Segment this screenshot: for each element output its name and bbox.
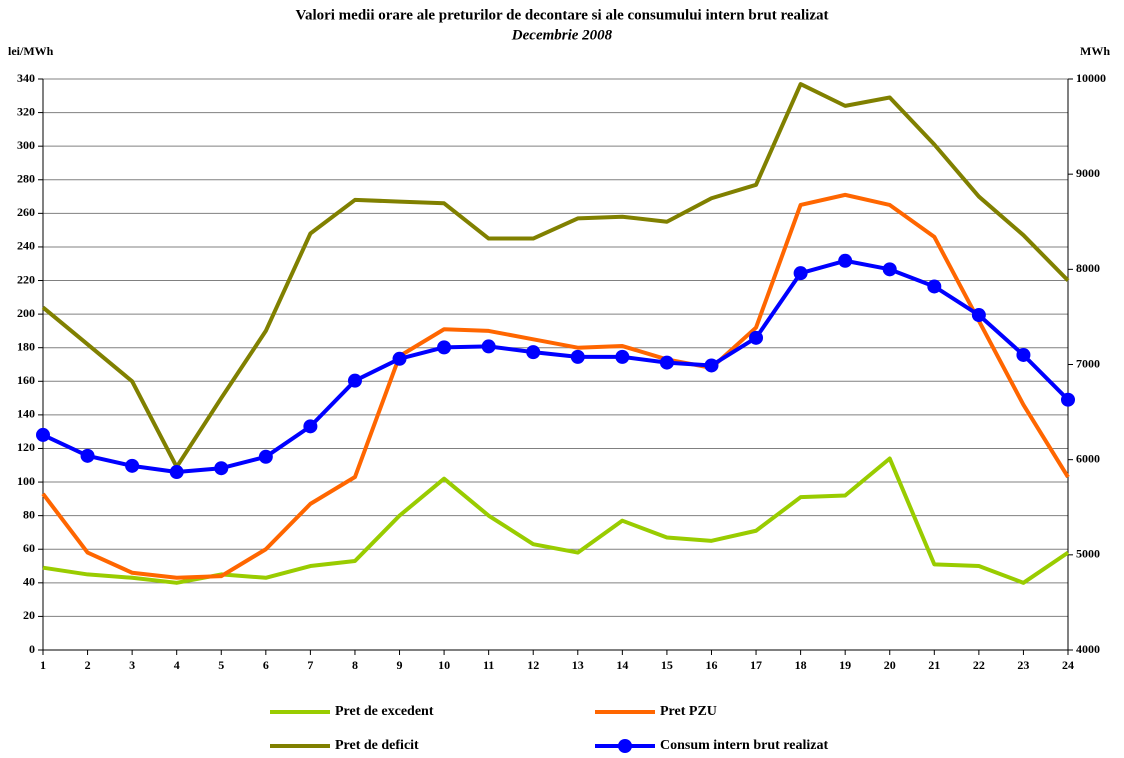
x-tick-label: 1 bbox=[40, 658, 46, 672]
x-tick-label: 13 bbox=[572, 658, 584, 672]
x-tick-label: 8 bbox=[352, 658, 358, 672]
x-tick-label: 3 bbox=[129, 658, 135, 672]
x-tick-label: 4 bbox=[174, 658, 180, 672]
series-line bbox=[42, 456, 1070, 585]
point bbox=[1016, 347, 1031, 362]
x-tick-label: 16 bbox=[705, 658, 717, 672]
x-tick-label: 22 bbox=[973, 658, 985, 672]
y-tick-label: 300 bbox=[17, 138, 35, 152]
y2-tick-label: 7000 bbox=[1076, 356, 1100, 370]
point bbox=[214, 461, 229, 476]
y2-tick-label: 9000 bbox=[1076, 166, 1100, 180]
x-tick-label: 15 bbox=[661, 658, 673, 672]
point bbox=[971, 308, 986, 323]
legend-marker bbox=[618, 739, 632, 753]
y2-tick-label: 5000 bbox=[1076, 547, 1100, 561]
legend-label: Pret PZU bbox=[660, 704, 717, 719]
y2-tick-label: 8000 bbox=[1076, 261, 1100, 275]
point bbox=[615, 349, 630, 364]
point bbox=[303, 419, 318, 434]
y-tick-label: 240 bbox=[17, 239, 35, 253]
x-tick-label: 19 bbox=[839, 658, 851, 672]
y-tick-label: 220 bbox=[17, 272, 35, 286]
x-tick-label: 6 bbox=[263, 658, 269, 672]
x-tick-label: 14 bbox=[616, 658, 628, 672]
legend-label: Pret de deficit bbox=[335, 738, 419, 753]
point bbox=[481, 339, 496, 354]
y2-tick-label: 4000 bbox=[1076, 642, 1100, 656]
point bbox=[749, 330, 764, 345]
y-axis-label: lei/MWh bbox=[8, 44, 54, 58]
y-tick-label: 20 bbox=[23, 608, 35, 622]
x-tick-label: 7 bbox=[307, 658, 313, 672]
point bbox=[704, 358, 719, 373]
x-tick-label: 9 bbox=[397, 658, 403, 672]
x-tick-label: 23 bbox=[1017, 658, 1029, 672]
point bbox=[437, 340, 452, 355]
point bbox=[36, 427, 50, 442]
y-tick-label: 260 bbox=[17, 205, 35, 219]
point bbox=[347, 373, 362, 388]
point bbox=[80, 448, 95, 463]
x-tick-label: 10 bbox=[438, 658, 450, 672]
point bbox=[1061, 392, 1075, 407]
legend-label: Pret de excedent bbox=[335, 704, 434, 719]
y2-tick-label: 10000 bbox=[1076, 71, 1106, 85]
point bbox=[125, 458, 140, 473]
point bbox=[838, 253, 853, 268]
x-tick-label: 20 bbox=[884, 658, 896, 672]
y-tick-label: 60 bbox=[23, 541, 35, 555]
y2-tick-label: 6000 bbox=[1076, 451, 1100, 465]
y-tick-label: 80 bbox=[23, 507, 35, 521]
series-line bbox=[41, 82, 1070, 469]
y-tick-label: 180 bbox=[17, 339, 35, 353]
y-tick-label: 200 bbox=[17, 306, 35, 320]
y-tick-label: 100 bbox=[17, 474, 35, 488]
x-tick-label: 18 bbox=[795, 658, 807, 672]
series-line bbox=[42, 258, 1070, 475]
y-tick-label: 160 bbox=[17, 373, 35, 387]
point bbox=[526, 345, 541, 360]
point bbox=[882, 262, 897, 277]
point bbox=[927, 279, 942, 294]
y-tick-label: 320 bbox=[17, 104, 35, 118]
x-tick-label: 5 bbox=[218, 658, 224, 672]
y2-axis-label: MWh bbox=[1080, 44, 1110, 58]
x-tick-label: 21 bbox=[928, 658, 940, 672]
x-tick-label: 17 bbox=[750, 658, 762, 672]
x-tick-label: 11 bbox=[483, 658, 494, 672]
point bbox=[392, 351, 407, 366]
point bbox=[659, 355, 674, 370]
y-tick-label: 0 bbox=[29, 642, 35, 656]
x-tick-label: 24 bbox=[1062, 658, 1074, 672]
y-tick-label: 280 bbox=[17, 172, 35, 186]
point bbox=[169, 465, 184, 480]
y-tick-label: 40 bbox=[23, 575, 35, 589]
x-tick-label: 2 bbox=[85, 658, 91, 672]
series-line bbox=[41, 192, 1070, 580]
x-tick-label: 12 bbox=[527, 658, 539, 672]
y-tick-label: 120 bbox=[17, 440, 35, 454]
point bbox=[258, 449, 273, 464]
point bbox=[570, 349, 585, 364]
legend-label: Consum intern brut realizat bbox=[660, 738, 828, 753]
chart-title: Valori medii orare ale preturilor de dec… bbox=[295, 7, 828, 23]
point bbox=[793, 266, 808, 281]
chart-subtitle: Decembrie 2008 bbox=[511, 27, 613, 43]
y-tick-label: 340 bbox=[17, 71, 35, 85]
y-tick-label: 140 bbox=[17, 407, 35, 421]
